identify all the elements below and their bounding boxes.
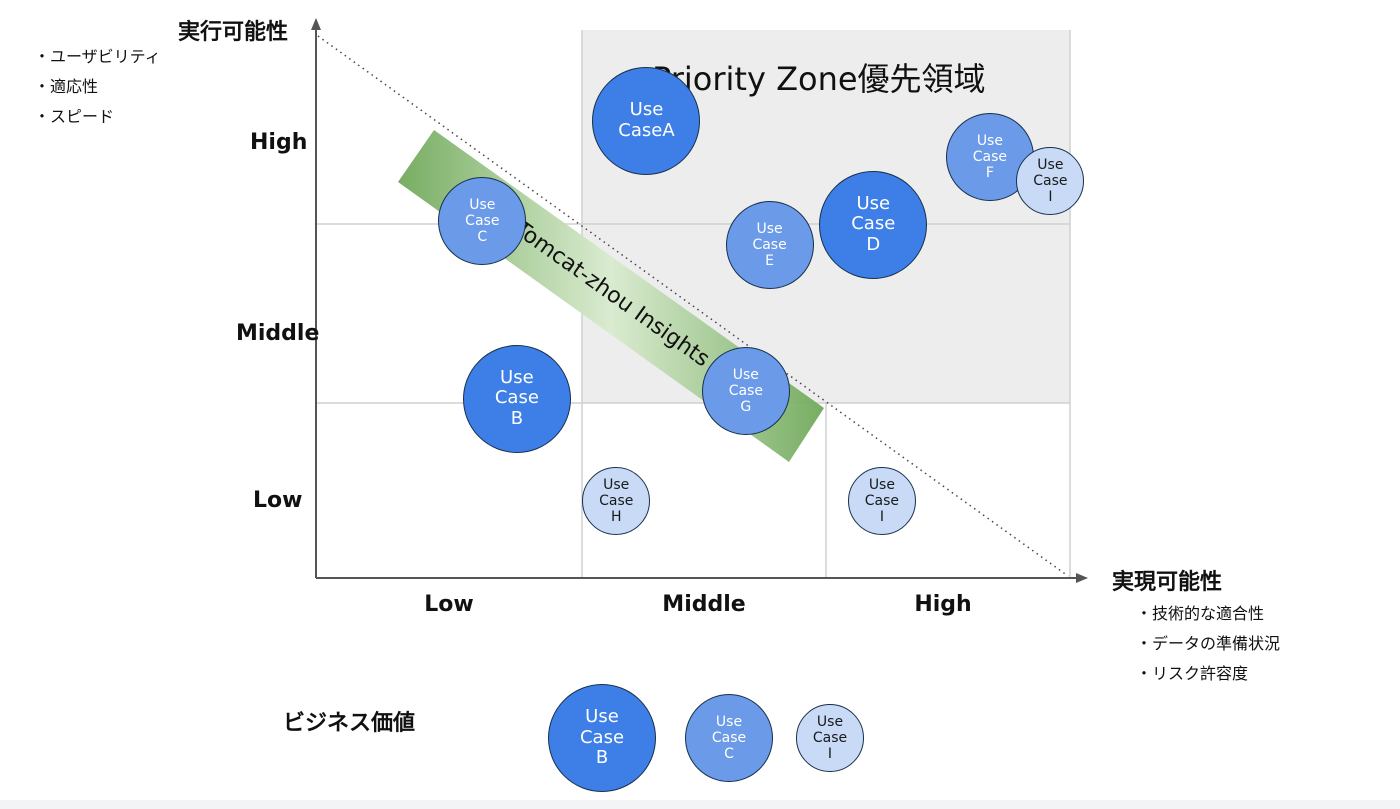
point-bubble-label: Use Case G [728,367,763,416]
point-bubble: Use Case B [462,344,571,453]
point-bubble-label: Use Case B [494,366,539,429]
legend-bubble: Use Case C [685,694,773,782]
bottom-strip [0,800,1400,809]
y-criterion: ・ユーザビリティ [34,47,161,66]
point-bubble-label: Use Case I [864,476,900,526]
x-axis-criteria: ・技術的な適合性 ・データの準備状況 ・リスク許容度 [1136,599,1280,689]
y-tick-high: High [250,130,308,155]
point-bubble: Use Case G [701,347,790,436]
legend-bubble: Use Case I [796,704,864,772]
y-tick-middle: Middle [236,321,320,346]
y-axis-title: 実行可能性 [178,20,289,45]
point-bubble: Use Case I [1016,146,1085,215]
legend-bubble: Use Case B [548,684,656,792]
legend-bubble-label: Use Case I [812,713,848,763]
size-legend-title: ビジネス価値 [283,711,416,736]
x-tick-high: High [914,592,972,617]
point-bubble-label: Use Case D [851,192,896,256]
point-bubble: Use CaseA [592,66,701,175]
x-tick-low: Low [424,592,474,617]
x-criterion: ・データの準備状況 [1136,634,1281,653]
y-tick-low: Low [253,488,303,513]
point-bubble: Use Case C [438,177,527,266]
y-axis-criteria: ・ユーザビリティ ・適応性 ・スピード [34,42,161,132]
point-bubble-label: Use Case I [1033,156,1068,205]
point-bubble: Use Case E [725,200,814,289]
x-tick-middle: Middle [662,592,746,617]
y-criterion: ・適応性 [34,77,99,96]
point-bubble-label: Use Case H [599,476,634,526]
legend-bubble-label: Use Case B [579,705,625,769]
y-criterion: ・スピード [34,107,115,126]
point-bubble-label: Use CaseA [618,98,675,141]
legend-bubble-label: Use Case C [711,713,747,763]
point-bubble-label: Use Case C [465,197,500,246]
diagonal-guide [317,35,1069,577]
x-axis-title: 実現可能性 [1112,570,1223,595]
point-bubble-label: Use Case E [752,220,787,269]
x-criterion: ・技術的な適合性 [1136,604,1265,623]
x-criterion: ・リスク許容度 [1136,664,1249,683]
point-bubble: Use Case I [847,467,916,536]
point-bubble: Use Case H [582,467,651,536]
priority-zone-label: Priority Zone優先領域 [652,60,986,98]
point-bubble-label: Use Case F [972,132,1008,182]
point-bubble: Use Case D [819,170,928,279]
